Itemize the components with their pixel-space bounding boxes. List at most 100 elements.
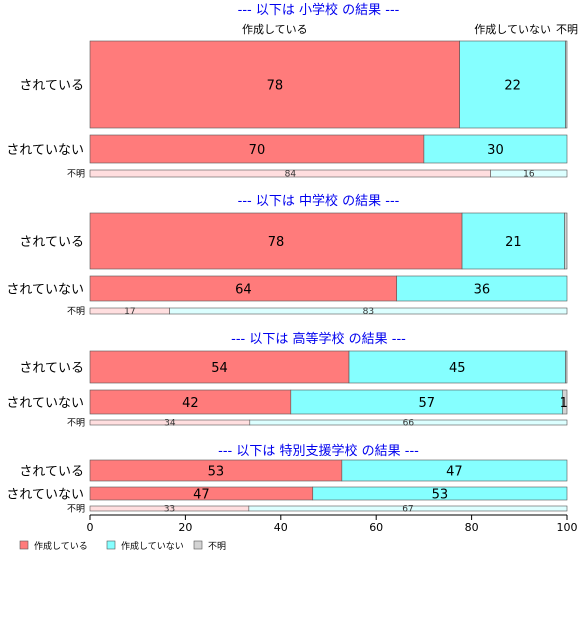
panel-2: --- 以下は 高等学校 の結果 --- されている 54 45 されていない 42 57 1…	[6, 331, 567, 429]
data-label: 83	[363, 307, 374, 317]
row-label: されている	[19, 235, 84, 250]
legend: 作成している 作成していない 不明	[19, 540, 226, 552]
bar-segment	[396, 275, 568, 302]
bar-row: 不明 33 67	[67, 504, 568, 515]
x-tick-label: 100	[557, 521, 578, 534]
bar-segment	[312, 486, 568, 501]
row-label: されている	[19, 361, 84, 376]
bar-segment	[562, 389, 568, 415]
data-label: 54	[211, 361, 228, 376]
panel-title: --- 以下は 小学校 の結果 ---	[238, 2, 400, 18]
bar-segment	[248, 505, 568, 512]
row-label: されていない	[6, 283, 84, 298]
bar-segment	[490, 169, 568, 178]
legend-swatch	[193, 540, 203, 550]
data-label: 17	[124, 307, 135, 317]
panel-1: --- 以下は 中学校 の結果 --- されている 78 21 されていない 64 36 不明…	[6, 193, 568, 317]
chart-panels: --- 以下は 小学校 の結果 --- されている 78 22 されていない 70 30 不明…	[6, 2, 567, 515]
bar-row: 不明 17 83	[67, 306, 568, 317]
header-labels: 作成している 作成していない 不明	[242, 23, 578, 36]
bar-segment	[290, 389, 564, 415]
data-label: 57	[418, 396, 435, 411]
data-label: 78	[267, 79, 284, 94]
data-label: 16	[523, 170, 535, 180]
bar-row: されている 78 21	[19, 212, 568, 270]
data-label: 33	[164, 505, 175, 515]
legend-label: 作成していない	[121, 540, 184, 552]
panel-title: --- 以下は 中学校 の結果 ---	[238, 193, 400, 209]
bar-segment	[89, 275, 398, 302]
legend-label: 作成している	[34, 540, 88, 552]
row-label: 不明	[67, 418, 85, 429]
bar-segment	[89, 350, 350, 384]
data-label: 47	[446, 465, 463, 480]
data-label: 67	[402, 505, 413, 515]
panel-3: --- 以下は 特別支援学校 の結果 --- されている 53 47 されていない 47 5…	[6, 443, 568, 515]
bar-segment	[461, 212, 565, 270]
data-label: 47	[193, 488, 210, 503]
bar-row: されていない 64 36	[6, 275, 568, 302]
data-label: 45	[449, 361, 466, 376]
bar-row: 不明 34 66	[67, 418, 568, 429]
x-tick-label: 20	[178, 521, 192, 534]
data-label: 21	[505, 235, 522, 250]
row-label: されている	[19, 465, 84, 480]
bar-segment	[89, 134, 425, 164]
bar-row: されている 53 47	[19, 459, 568, 482]
bar-segment	[89, 389, 292, 415]
row-label: されていない	[6, 143, 84, 158]
data-label: 22	[504, 79, 521, 94]
bar-segment	[341, 459, 568, 482]
row-label: 不明	[67, 306, 85, 317]
bar-segment	[565, 350, 568, 384]
legend-item: 作成していない	[106, 540, 184, 552]
data-label: 36	[474, 283, 491, 298]
bar-row: されている 78 22	[19, 40, 568, 129]
panel-0: --- 以下は 小学校 の結果 --- されている 78 22 されていない 70 30 不明…	[6, 2, 568, 180]
bar-segment	[564, 212, 568, 270]
data-label: 70	[249, 143, 266, 158]
data-label: 1	[560, 396, 568, 411]
legend-item: 作成している	[19, 540, 88, 552]
data-label: 84	[285, 170, 297, 180]
bar-segment	[89, 40, 460, 129]
panel-title: --- 以下は 高等学校 の結果 ---	[231, 331, 406, 347]
data-label: 64	[235, 283, 252, 298]
row-label: されていない	[6, 488, 84, 503]
header-label-2: 不明	[556, 23, 578, 36]
legend-item: 不明	[193, 540, 226, 552]
bar-segment	[423, 134, 568, 164]
x-tick-label: 80	[465, 521, 479, 534]
data-label: 66	[403, 419, 415, 429]
legend-swatch	[106, 540, 116, 550]
data-label: 42	[182, 396, 199, 411]
row-label: 不明	[67, 504, 85, 515]
row-label: されていない	[6, 396, 84, 411]
header-label-0: 作成している	[242, 23, 308, 36]
data-label: 53	[432, 488, 449, 503]
bar-row: されていない 42 57 1	[6, 389, 568, 415]
bar-segment	[459, 40, 566, 129]
x-tick-label: 40	[274, 521, 288, 534]
x-tick-label: 0	[87, 521, 94, 534]
row-label: 不明	[67, 169, 85, 180]
row-label: されている	[19, 79, 84, 94]
x-axis: 0 20 40 60 80 100	[87, 514, 578, 534]
bar-row: 不明 84 16	[67, 169, 568, 180]
legend-label: 不明	[208, 541, 226, 552]
bar-segment	[89, 212, 463, 270]
data-label: 34	[164, 419, 176, 429]
bar-row: されている 54 45	[19, 350, 568, 384]
data-label: 53	[208, 465, 225, 480]
bar-segment	[565, 40, 568, 129]
data-label: 30	[487, 143, 504, 158]
x-tick-label: 60	[369, 521, 383, 534]
data-label: 78	[268, 235, 285, 250]
panel-title: --- 以下は 特別支援学校 の結果 ---	[218, 443, 419, 459]
header-label-1: 作成していない	[474, 23, 551, 36]
bar-row: されていない 47 53	[6, 486, 568, 503]
bar-segment	[348, 350, 566, 384]
bar-row: されていない 70 30	[6, 134, 568, 164]
bar-segment	[169, 307, 568, 315]
